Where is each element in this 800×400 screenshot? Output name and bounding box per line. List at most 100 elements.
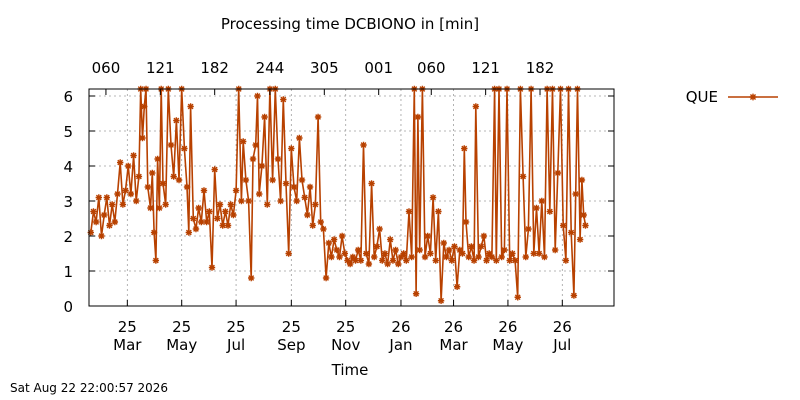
data-point bbox=[328, 253, 335, 261]
data-point bbox=[554, 169, 562, 177]
data-point bbox=[440, 239, 447, 247]
data-point bbox=[130, 152, 137, 159]
data-point bbox=[111, 218, 119, 226]
x2-tick-label: 121 bbox=[471, 59, 500, 77]
x-tick-label-day: 26 bbox=[444, 318, 463, 336]
data-point bbox=[572, 190, 579, 198]
data-point bbox=[506, 257, 513, 264]
data-point bbox=[216, 201, 224, 208]
data-point bbox=[546, 208, 554, 215]
data-point bbox=[170, 173, 177, 180]
data-point bbox=[336, 253, 343, 261]
data-point bbox=[541, 253, 548, 261]
legend: QUE bbox=[686, 88, 778, 106]
data-point bbox=[135, 173, 143, 180]
data-point bbox=[470, 257, 478, 264]
data-point bbox=[346, 260, 354, 268]
data-point bbox=[400, 250, 407, 257]
x-tick-label-day: 25 bbox=[282, 318, 301, 336]
data-point bbox=[519, 173, 527, 180]
axis-ticks: 012345625Mar25May25Jul25Sep25Nov26Jan26M… bbox=[63, 59, 614, 354]
data-point bbox=[389, 257, 397, 264]
data-point bbox=[150, 229, 158, 236]
data-point bbox=[227, 201, 234, 208]
data-point bbox=[298, 176, 306, 184]
legend-label-que: QUE bbox=[686, 88, 718, 106]
data-point bbox=[341, 250, 349, 257]
x2-tick-label: 121 bbox=[146, 59, 175, 77]
data-point bbox=[475, 253, 482, 261]
data-point bbox=[190, 215, 197, 222]
data-point bbox=[252, 141, 259, 149]
data-point bbox=[214, 215, 221, 222]
data-point bbox=[462, 218, 470, 226]
data-point bbox=[106, 222, 113, 229]
data-point bbox=[360, 141, 367, 149]
x-tick-label-day: 26 bbox=[391, 318, 410, 336]
data-point bbox=[125, 162, 132, 170]
data-point bbox=[144, 183, 152, 191]
data-point bbox=[578, 176, 586, 184]
data-point bbox=[412, 290, 420, 297]
data-point bbox=[242, 176, 250, 184]
data-point bbox=[493, 257, 500, 264]
data-point bbox=[232, 187, 240, 194]
data-point bbox=[333, 246, 340, 254]
data-point bbox=[195, 204, 202, 212]
data-point bbox=[98, 232, 105, 240]
grid-lines bbox=[89, 89, 614, 307]
data-point bbox=[468, 243, 475, 250]
data-point bbox=[100, 211, 108, 219]
series-que bbox=[87, 85, 589, 304]
x-tick-label-day: 25 bbox=[118, 318, 137, 336]
data-point bbox=[314, 113, 322, 121]
data-point bbox=[427, 250, 434, 257]
x-tick-label-month: Jul bbox=[552, 336, 571, 354]
data-point bbox=[535, 250, 543, 257]
data-point bbox=[570, 292, 578, 299]
data-point bbox=[147, 204, 154, 212]
data-point bbox=[461, 145, 468, 152]
legend-marker-que bbox=[749, 93, 757, 101]
data-point bbox=[344, 257, 351, 264]
data-point bbox=[208, 264, 216, 271]
x-tick-label-month: Sep bbox=[277, 336, 305, 354]
data-point bbox=[277, 197, 284, 205]
data-point bbox=[387, 236, 394, 243]
x-tick-label-month: May bbox=[166, 336, 197, 354]
data-point bbox=[301, 194, 308, 201]
data-point bbox=[296, 134, 303, 142]
data-point bbox=[288, 145, 295, 152]
plot-frame bbox=[88, 88, 615, 307]
data-point bbox=[349, 253, 357, 261]
data-point bbox=[192, 225, 200, 233]
x2-tick-label: 001 bbox=[364, 59, 393, 77]
data-point bbox=[568, 229, 575, 236]
data-point bbox=[405, 208, 413, 215]
data-point bbox=[456, 246, 463, 254]
data-point bbox=[514, 294, 521, 301]
data-point bbox=[181, 145, 188, 152]
chart-title: Processing time DCBIONO in [min] bbox=[221, 15, 479, 33]
data-point bbox=[357, 257, 365, 264]
data-point bbox=[114, 190, 121, 198]
data-point bbox=[317, 218, 324, 226]
data-point bbox=[127, 190, 135, 198]
data-point bbox=[245, 197, 252, 205]
data-point bbox=[403, 257, 410, 264]
data-point bbox=[509, 250, 516, 257]
x-tick-label-month: Mar bbox=[113, 336, 142, 354]
series-line bbox=[90, 88, 587, 302]
data-point bbox=[395, 260, 402, 268]
data-point bbox=[261, 113, 268, 121]
data-point bbox=[167, 141, 175, 149]
data-point bbox=[203, 218, 210, 226]
data-point bbox=[414, 113, 422, 121]
data-point bbox=[465, 253, 472, 261]
data-point bbox=[530, 250, 537, 257]
data-point bbox=[309, 222, 316, 229]
data-point bbox=[379, 257, 386, 264]
data-point bbox=[453, 283, 461, 290]
data-point bbox=[200, 187, 208, 194]
